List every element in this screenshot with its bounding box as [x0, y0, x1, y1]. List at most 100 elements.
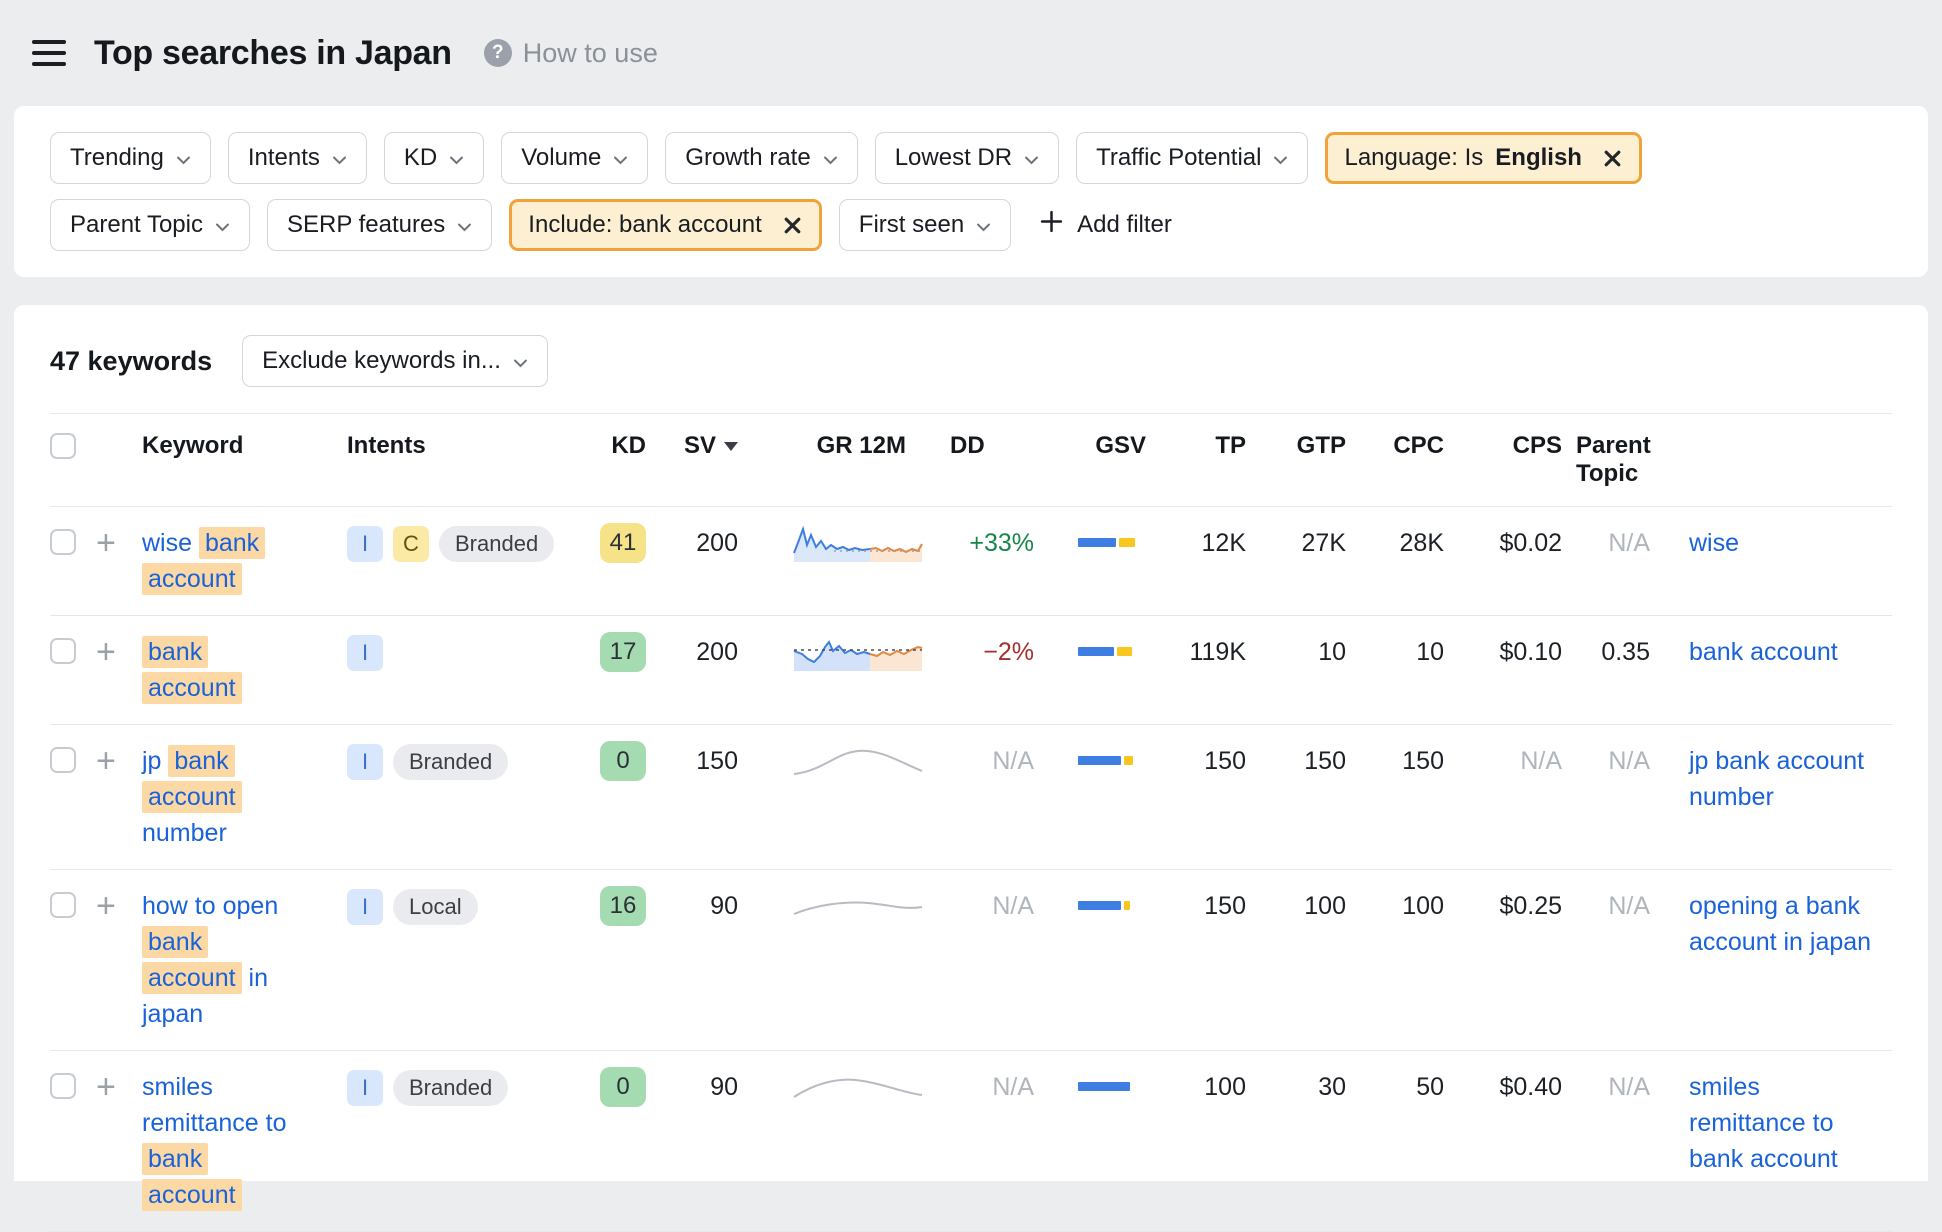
filter-trending[interactable]: Trending	[50, 132, 211, 184]
filter-value: English	[1495, 144, 1582, 171]
filter-label: First seen	[858, 211, 965, 238]
column-header-dd[interactable]: DD	[920, 414, 1048, 506]
column-header-intents[interactable]: Intents	[347, 414, 582, 506]
column-header-sv[interactable]: SV	[660, 414, 752, 506]
keyword-highlight: account	[142, 1179, 242, 1211]
filter-include-bank-account[interactable]: Include: bank account	[509, 199, 822, 251]
cpc-value: $0.25	[1499, 892, 1562, 920]
filter-first-seen[interactable]: First seen	[838, 199, 1012, 251]
parent-topic-link[interactable]: bank account	[1689, 638, 1838, 666]
dd-bar-blue	[1078, 756, 1121, 765]
header-spacer-cell	[96, 414, 142, 506]
column-header-label: Intents	[347, 432, 426, 459]
keyword-link[interactable]: wise bank account	[142, 525, 296, 597]
table-row: + jp bank account number I Branded 0 150 N/A 15…	[50, 725, 1892, 870]
filter-row-1: Trending Intents KD Volume Growth rate Lowest…	[50, 132, 1892, 184]
filter-kd[interactable]: KD	[383, 132, 485, 184]
tp-value: 150	[1304, 747, 1346, 775]
add-to-list-icon[interactable]: +	[96, 1068, 116, 1106]
filter-language-is[interactable]: Language: Is English	[1325, 132, 1642, 184]
dd-bar-blue	[1078, 647, 1114, 656]
add-to-list-icon[interactable]: +	[96, 887, 116, 925]
column-header-keyword[interactable]: Keyword	[142, 414, 347, 506]
table-header: Keyword Intents KD SV GR 12M DD GSV TP GTP CPC CPS…	[50, 413, 1892, 507]
intent-badge-branded: Branded	[439, 526, 555, 562]
filter-parent-topic[interactable]: Parent Topic	[50, 199, 250, 251]
column-header-label: SV	[683, 432, 716, 459]
intents-cell: I	[347, 616, 582, 724]
dd-bar-blue	[1078, 1082, 1130, 1091]
hamburger-menu-icon[interactable]	[32, 40, 66, 66]
gsv-value: 12K	[1201, 529, 1246, 557]
filter-serp-features[interactable]: SERP features	[266, 199, 493, 251]
keyword-link[interactable]: bank account	[142, 634, 296, 706]
dd-bar-yellow	[1124, 756, 1133, 765]
column-header-parent-topic[interactable]: Parent Topic	[1576, 414, 1664, 506]
close-icon[interactable]	[1602, 148, 1623, 169]
filter-label: Trending	[70, 144, 164, 171]
filter-traffic-potential[interactable]: Traffic Potential	[1076, 132, 1309, 184]
cps-value: N/A	[1608, 529, 1650, 557]
parent-topic-cell: jp bank account number	[1664, 725, 1892, 869]
add-to-list-icon[interactable]: +	[96, 742, 116, 780]
sparkline-gray-hump	[752, 1051, 923, 1231]
filter-volume[interactable]: Volume	[501, 132, 649, 184]
column-header-gtp[interactable]: GTP	[1260, 414, 1360, 506]
filter-lowest-dr[interactable]: Lowest DR	[874, 132, 1060, 184]
keyword-count: 47 keywords	[50, 345, 213, 376]
close-icon[interactable]	[782, 215, 803, 236]
column-header-label: KD	[611, 432, 646, 459]
chevron-down-icon	[976, 222, 991, 232]
filters-panel: Trending Intents KD Volume Growth rate Lowest…	[14, 106, 1928, 277]
keyword-link[interactable]: how to open bank account in japan	[142, 892, 279, 1028]
kd-badge: 16	[600, 886, 646, 926]
dd-cell	[1048, 870, 1160, 1050]
keywords-table: Keyword Intents KD SV GR 12M DD GSV TP GTP CPC CPS…	[50, 413, 1892, 1232]
column-header-cpc[interactable]: CPC	[1360, 414, 1458, 506]
add-filter-button[interactable]: Add filter	[1040, 210, 1172, 240]
table-row: + bank account I 17 200 −2% 119K 10 10 $0.10 0.35 b…	[50, 616, 1892, 725]
column-header-tp[interactable]: TP	[1160, 414, 1260, 506]
gr-12m-value: N/A	[992, 892, 1034, 920]
column-header-label: DD	[950, 432, 985, 459]
row-checkbox[interactable]	[50, 529, 76, 555]
parent-topic-link[interactable]: opening a bank account in japan	[1689, 892, 1872, 956]
dd-bar-yellow	[1119, 538, 1135, 547]
gtp-value: 10	[1416, 638, 1444, 666]
table-row: + wise bank account I C Branded 41 200 +33% 12K 2…	[50, 507, 1892, 616]
parent-topic-link[interactable]: jp bank account number	[1689, 747, 1865, 811]
table-row: + smiles remittance to bank account I Brand…	[50, 1051, 1892, 1232]
tp-value: 100	[1304, 892, 1346, 920]
row-checkbox[interactable]	[50, 638, 76, 664]
column-header-cps[interactable]: CPS	[1458, 414, 1576, 506]
parent-topic-cell: smiles remittance to bank account	[1664, 1051, 1892, 1231]
filter-intents[interactable]: Intents	[227, 132, 367, 184]
kd-cell: 41	[582, 507, 660, 615]
row-checkbox[interactable]	[50, 747, 76, 773]
cpc-value: $0.02	[1499, 529, 1562, 557]
cps-value: N/A	[1608, 747, 1650, 775]
column-header-kd[interactable]: KD	[582, 414, 660, 506]
select-all-checkbox[interactable]	[50, 433, 76, 459]
question-circle-icon: ?	[483, 39, 512, 67]
exclude-keywords-dropdown[interactable]: Exclude keywords in...	[242, 335, 548, 387]
column-header-label: Keyword	[142, 432, 244, 459]
parent-topic-link[interactable]: smiles remittance to bank account	[1689, 1073, 1838, 1173]
keyword-link[interactable]: smiles remittance to bank account	[142, 1073, 287, 1211]
how-to-use-link[interactable]: ? How to use	[483, 38, 658, 69]
row-checkbox[interactable]	[50, 1073, 76, 1099]
row-checkbox[interactable]	[50, 892, 76, 918]
column-header-gr-12m[interactable]: GR 12M	[752, 414, 920, 506]
keyword-link[interactable]: jp bank account number	[142, 743, 296, 851]
parent-topic-link[interactable]: wise	[1689, 529, 1740, 557]
intents-cell: I Local	[347, 870, 582, 1050]
filter-row-2: Parent Topic SERP features Include: bank a…	[50, 199, 1892, 251]
gr-12m-value: +33%	[969, 529, 1034, 557]
column-header-gsv[interactable]: GSV	[1048, 414, 1160, 506]
kd-badge: 41	[600, 523, 646, 563]
filter-growth-rate[interactable]: Growth rate	[665, 132, 858, 184]
add-to-list-icon[interactable]: +	[96, 524, 116, 562]
tp-value: 30	[1318, 1073, 1346, 1101]
add-to-list-icon[interactable]: +	[96, 633, 116, 671]
cps-value: N/A	[1608, 1073, 1650, 1101]
